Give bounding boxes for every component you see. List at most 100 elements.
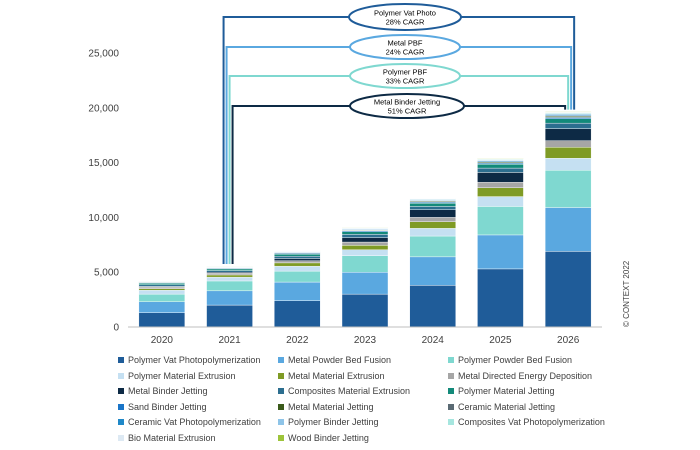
bar-segment bbox=[409, 285, 456, 328]
legend-label: Sand Binder Jetting bbox=[128, 401, 207, 412]
legend-item: Composites Material Extrusion bbox=[278, 386, 410, 396]
bar-segment bbox=[477, 182, 524, 189]
legend-item: Metal Material Jetting bbox=[278, 402, 374, 412]
bar-segment bbox=[544, 118, 592, 124]
bar-segment bbox=[206, 268, 253, 271]
bar-segment bbox=[138, 288, 186, 291]
bar-segment bbox=[206, 274, 253, 278]
legend-label: Metal Binder Jetting bbox=[128, 386, 208, 396]
legend-item: Ceramic Vat Photopolymerization bbox=[118, 417, 261, 427]
x-tick-label: 2022 bbox=[286, 335, 309, 346]
callout-cagr: 33% CAGR bbox=[386, 77, 425, 86]
bar-segment bbox=[409, 209, 456, 218]
bar-segment bbox=[544, 251, 592, 328]
legend-item: Polymer Binder Jetting bbox=[278, 417, 379, 427]
bar-segment bbox=[544, 147, 592, 159]
y-tick-label: 10,000 bbox=[88, 213, 119, 224]
bar-segment bbox=[138, 293, 186, 302]
bar-segment bbox=[341, 231, 389, 235]
legend-swatch bbox=[448, 403, 454, 410]
legend-label: Bio Material Extrusion bbox=[128, 432, 216, 443]
callout-label: Polymer Vat Photo bbox=[374, 9, 436, 18]
bar-segment bbox=[274, 281, 321, 301]
legend-swatch bbox=[118, 403, 124, 410]
y-tick-label: 20,000 bbox=[88, 103, 119, 114]
legend-item: Metal Powder Bed Fusion bbox=[278, 355, 391, 365]
callout-ellipse bbox=[349, 63, 461, 89]
bar-segment bbox=[544, 111, 592, 113]
bar-segment bbox=[341, 241, 389, 246]
bar-segment bbox=[477, 196, 524, 207]
legend-swatch bbox=[278, 357, 284, 363]
bar-segment bbox=[274, 258, 321, 261]
legend-swatch bbox=[118, 419, 124, 425]
bar-segment bbox=[138, 290, 186, 295]
legend-label: Ceramic Vat Photopolymerization bbox=[128, 417, 261, 427]
bar-segment bbox=[341, 272, 389, 295]
callout-cagr: 51% CAGR bbox=[388, 107, 427, 116]
legend-item: Sand Binder Jetting bbox=[118, 402, 207, 412]
legend-swatch bbox=[118, 388, 124, 394]
callout-ellipse bbox=[349, 93, 465, 119]
callout-ellipse bbox=[348, 3, 462, 31]
legend-item: Metal Directed Energy Deposition bbox=[448, 371, 592, 381]
bar-segment bbox=[477, 164, 524, 169]
bar-segment bbox=[138, 301, 186, 313]
bar-segment bbox=[138, 312, 186, 328]
bar-segment bbox=[341, 293, 389, 328]
bar-segment bbox=[274, 300, 321, 328]
legend-swatch bbox=[448, 388, 454, 394]
legend-label: Polymer Material Extrusion bbox=[128, 370, 236, 381]
callout-cagr: 24% CAGR bbox=[386, 48, 425, 57]
bar-segment bbox=[409, 206, 456, 210]
legend-swatch bbox=[278, 434, 284, 441]
x-tick-label: 2021 bbox=[218, 335, 241, 346]
legend-item: Polymer Material Jetting bbox=[448, 386, 555, 396]
bar-segment bbox=[544, 128, 592, 141]
bar-segment bbox=[206, 280, 253, 292]
legend-label: Metal Directed Energy Deposition bbox=[458, 370, 593, 381]
bar-segment bbox=[341, 234, 389, 238]
bar-segment bbox=[206, 276, 253, 282]
legend-label: Polymer Binder Jetting bbox=[288, 417, 379, 427]
bar-segment bbox=[341, 249, 389, 256]
legend-label: Composites Vat Photopolymerization bbox=[458, 417, 605, 427]
bar-segment bbox=[477, 234, 524, 270]
bar-segment bbox=[409, 256, 456, 286]
x-tick-label: 2025 bbox=[489, 335, 512, 346]
x-tick-label: 2023 bbox=[354, 335, 377, 346]
legend-swatch bbox=[278, 403, 284, 410]
legend-label: Wood Binder Jetting bbox=[288, 432, 369, 443]
callout-label: Polymer PBF bbox=[383, 68, 428, 77]
legend-label: Metal Powder Bed Fusion bbox=[288, 355, 392, 365]
bar-segment bbox=[544, 140, 592, 148]
bar-segment bbox=[544, 122, 592, 129]
bar-segment bbox=[206, 290, 253, 306]
callout-label: Metal PBF bbox=[387, 39, 422, 48]
bars bbox=[138, 111, 592, 328]
y-tick-label: 15,000 bbox=[88, 158, 119, 169]
callout-cagr: 28% CAGR bbox=[386, 18, 425, 27]
legend-swatch bbox=[448, 372, 454, 379]
x-tick-label: 2026 bbox=[557, 335, 580, 346]
bar-segment bbox=[477, 206, 524, 236]
bar-segment bbox=[544, 158, 592, 171]
legend-swatch bbox=[118, 357, 124, 363]
legend-item: Polymer Vat Photopolymerization bbox=[118, 355, 260, 365]
callout-ellipse bbox=[349, 34, 461, 60]
legend-item: Metal Material Extrusion bbox=[278, 371, 385, 381]
legend-label: Polymer Vat Photopolymerization bbox=[128, 355, 261, 365]
legend-label: Metal Material Extrusion bbox=[288, 370, 385, 381]
legend-swatch bbox=[278, 388, 284, 394]
legend-item: Metal Binder Jetting bbox=[118, 386, 208, 396]
bar-segment bbox=[544, 170, 592, 208]
copyright-text: © CONTEXT 2022 bbox=[622, 260, 631, 327]
bar-segment bbox=[409, 217, 456, 222]
legend-label: Polymer Material Jetting bbox=[458, 386, 555, 396]
bar-segment bbox=[409, 221, 456, 229]
legend-item: Bio Material Extrusion bbox=[118, 433, 216, 443]
bar-segment bbox=[206, 273, 253, 276]
legend-label: Metal Material Jetting bbox=[288, 401, 374, 412]
x-axis: 2020 2021 2022 2023 2024 2025 2026 bbox=[128, 326, 602, 346]
